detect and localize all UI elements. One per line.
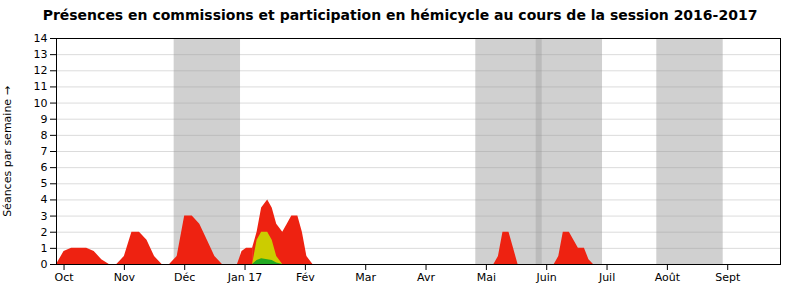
svg-text:Mai: Mai [477,271,496,284]
svg-text:4: 4 [41,193,48,206]
svg-text:Fév: Fév [296,271,315,284]
svg-text:6: 6 [41,161,48,174]
svg-text:Juin: Juin [536,271,557,284]
svg-text:2: 2 [41,226,48,239]
svg-text:1: 1 [41,242,48,255]
svg-text:Séances par semaine →: Séances par semaine → [1,86,14,217]
svg-text:Jan 17: Jan 17 [227,271,262,284]
svg-text:Avr: Avr [417,271,435,284]
svg-text:Déc: Déc [174,271,195,284]
svg-text:7: 7 [41,145,48,158]
svg-text:Oct: Oct [55,271,75,284]
svg-text:10: 10 [34,97,48,110]
svg-text:Nov: Nov [114,271,136,284]
svg-text:5: 5 [41,177,48,190]
svg-text:11: 11 [34,80,48,93]
svg-text:12: 12 [34,64,48,77]
svg-text:Juil: Juil [598,271,615,284]
svg-text:3: 3 [41,210,48,223]
svg-text:Mar: Mar [355,271,376,284]
svg-text:13: 13 [34,48,48,61]
svg-text:Sept: Sept [715,271,741,284]
svg-text:14: 14 [34,32,48,45]
svg-text:9: 9 [41,113,48,126]
svg-text:Août: Août [655,271,681,284]
svg-text:0: 0 [41,258,48,271]
html-text:Présences en commissions et pa: Présences en commissions et participatio… [42,7,758,23]
svg-text:8: 8 [41,129,48,142]
